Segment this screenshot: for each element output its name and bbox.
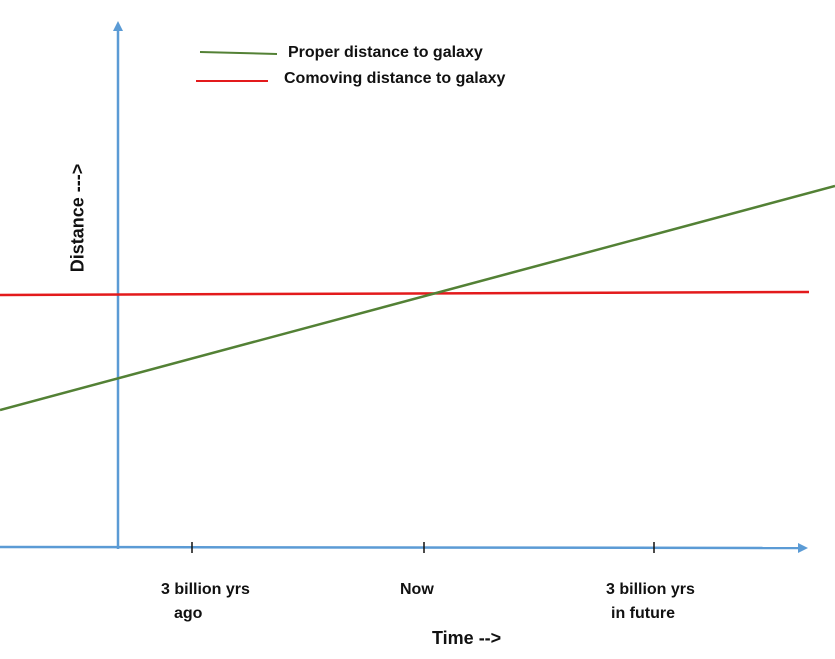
legend-label-proper: Proper distance to galaxy: [288, 44, 483, 61]
tick-label-future-line1: 3 billion yrs: [606, 581, 695, 598]
tick-label-future: 3 billion yrs in future: [606, 578, 695, 626]
legend-swatch-proper: [199, 51, 278, 55]
tick-label-now: Now: [400, 578, 434, 602]
tick-label-now-line1: Now: [400, 581, 434, 598]
tick-label-past: 3 billion yrs ago: [161, 578, 250, 626]
x-axis-label: Time -->: [432, 628, 502, 648]
tick-label-future-line2: in future: [611, 605, 675, 622]
comoving-distance-line: [0, 290, 810, 297]
proper-distance-line: [0, 184, 835, 412]
legend-label-comoving: Comoving distance to galaxy: [284, 70, 506, 87]
x-axis: [0, 542, 808, 553]
tick-label-past-line2: ago: [174, 605, 203, 622]
tick-label-past-line1: 3 billion yrs: [161, 581, 250, 598]
y-axis-label: Distance --->: [67, 163, 88, 273]
